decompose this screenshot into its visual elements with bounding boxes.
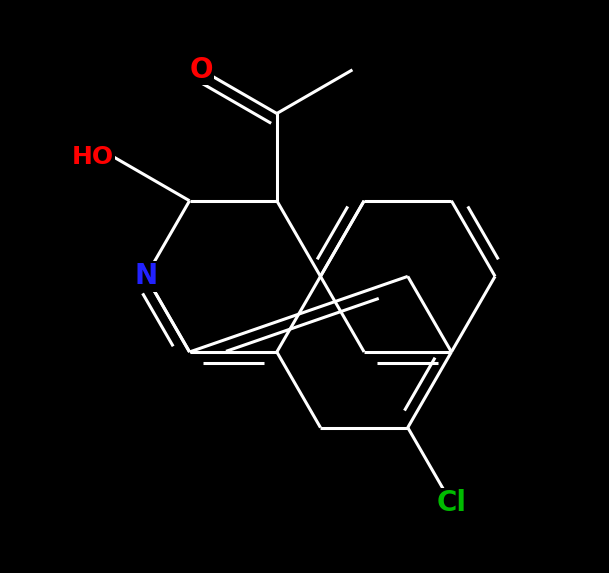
Text: N: N bbox=[135, 262, 158, 291]
Text: HO: HO bbox=[72, 145, 114, 169]
Text: O: O bbox=[189, 56, 213, 84]
Text: Cl: Cl bbox=[437, 489, 466, 517]
